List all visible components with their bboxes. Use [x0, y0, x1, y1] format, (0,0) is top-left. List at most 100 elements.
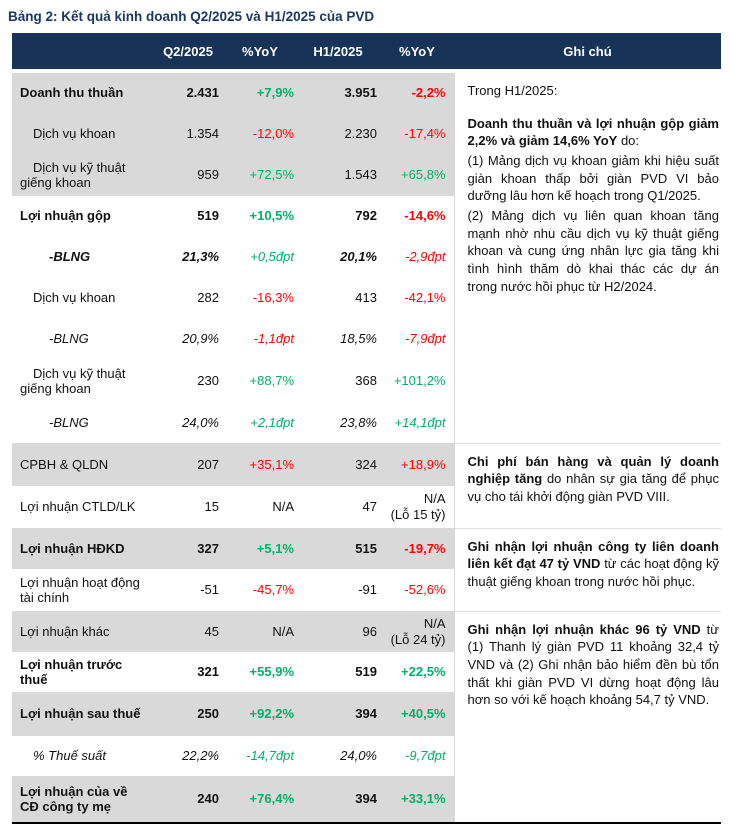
h1-value: 96	[296, 611, 380, 652]
note-cell: Chi phí bán hàng và quản lý doanh nghiệp…	[453, 442, 721, 528]
note-paragraph: Doanh thu thuần và lợi nhuận gộp giảm 2,…	[467, 115, 720, 149]
note-paragraph: (2) Mảng dịch vụ liên quan khoan tăng mạ…	[467, 208, 720, 294]
header-row: Q2/2025 %YoY H1/2025 %YoY Ghi chú	[12, 33, 721, 73]
table-row: Lợi nhuận hoạt động tài chính -51 -45,7% -9…	[12, 569, 721, 611]
table-row: Dịch vụ khoan 1.354 -12,0% 2.230 -17,4%	[12, 113, 721, 154]
row-label: Dịch vụ kỹ thuật giếng khoan	[12, 154, 152, 196]
table-row: Lợi nhuận HĐKD 327 +5,1% 515 -19,7% Ghi nhận …	[12, 527, 721, 611]
q2-yoy: +76,4%	[224, 776, 296, 823]
h1-yoy: +14,1đpt	[394, 415, 446, 431]
h1-yoy: +22,5%	[401, 664, 446, 680]
row-label: Lợi nhuận sau thuế	[12, 692, 152, 736]
h1-value: 515	[296, 528, 380, 569]
column-header: %YoY	[224, 33, 296, 73]
row-label: -BLNG	[49, 249, 91, 265]
q2-yoy: +0,5đpt	[250, 249, 294, 265]
row-label: Lợi nhuận khác	[12, 611, 152, 652]
note-paragraph: Ghi nhận lợi nhuận công ty liên doanh li…	[467, 538, 720, 589]
h1-yoy: -7,9đpt	[405, 330, 446, 346]
table-row: Doanh thu thuần 2.431 +7,9% 3.951 -2,2% Trong…	[12, 71, 721, 443]
row-label: Dịch vụ khoan	[12, 113, 152, 154]
row-label: Dịch vụ khoan	[33, 290, 116, 306]
note-cell: Ghi nhận lợi nhuận khác 96 tỷ VND từ (1)…	[453, 610, 721, 823]
h1-yoy: +40,5%	[380, 692, 454, 736]
column-header: Ghi chú	[454, 33, 721, 73]
h1-yoy: -9,7đpt	[405, 748, 446, 764]
results-table: Q2/2025 %YoY H1/2025 %YoY Ghi chú Doanh thu …	[12, 33, 721, 824]
row-label: -BLNG	[49, 415, 89, 431]
h1-yoy: -19,7%	[380, 528, 454, 569]
q2-yoy: N/A	[224, 611, 296, 652]
h1-value: 3.951	[296, 71, 380, 113]
q2-value: 24,0%	[182, 415, 219, 431]
note-paragraph: Trong H1/2025:	[467, 83, 558, 98]
h1-yoy: -52,6%	[404, 582, 446, 598]
h1-value: 1.543	[296, 154, 380, 196]
row-label: -BLNG	[49, 330, 89, 346]
q2-value: 2.431	[152, 71, 224, 113]
q2-value: 250	[152, 692, 224, 736]
h1-yoy: +33,1%	[380, 776, 454, 823]
table-row: CPBH & QLDN 207 +35,1% 324 +18,9% Chi phí bán…	[12, 442, 721, 528]
column-header: Q2/2025	[152, 33, 224, 73]
q2-yoy: +10,5%	[249, 208, 294, 224]
row-label: % Thuế suất	[33, 748, 106, 764]
q2-value: 207	[152, 443, 224, 486]
h1-yoy: N/A (Lỗ 24 tỷ)	[380, 611, 454, 652]
h1-value: 413	[355, 290, 377, 306]
q2-value: 240	[152, 776, 224, 823]
h1-yoy: -2,2%	[380, 71, 454, 113]
table-row: Lợi nhuận sau thuế 250 +92,2% 394 +40,5%	[12, 692, 721, 736]
row-label: CPBH & QLDN	[12, 443, 152, 486]
table-row: % Thuế suất 22,2% -14,7đpt 24,0% -9,7đpt	[12, 736, 721, 776]
table-row: Dịch vụ kỹ thuật giếng khoan 959 +72,5% 1.5…	[12, 154, 721, 196]
table-row: Lợi nhuận của về CĐ công ty mẹ 240 +76,4% 3…	[12, 776, 721, 823]
table-row: Lợi nhuận CTLD/LK 15 N/A 47 N/A (Lỗ 15 tỷ)	[12, 486, 721, 528]
h1-value: 368	[355, 373, 377, 389]
h1-value: 394	[296, 692, 380, 736]
q2-yoy: -14,7đpt	[246, 748, 294, 764]
q2-yoy: +88,7%	[249, 373, 294, 389]
h1-yoy: -17,4%	[380, 113, 454, 154]
row-label: Lợi nhuận HĐKD	[12, 528, 152, 569]
note-paragraph: Ghi nhận lợi nhuận khác 96 tỷ VND từ (1)…	[467, 621, 720, 708]
q2-value: 327	[152, 528, 224, 569]
q2-yoy: -1,1đpt	[253, 330, 294, 346]
h1-value: 18,5%	[340, 330, 377, 346]
h1-value: 792	[355, 208, 377, 224]
q2-yoy: -45,7%	[252, 582, 294, 598]
table-row: Lợi nhuận khác 45 N/A 96 N/A (Lỗ 24 tỷ) Ghi n…	[12, 610, 721, 823]
q2-value: 15	[204, 499, 219, 515]
row-label: Lợi nhuận hoạt động tài chính	[20, 574, 140, 605]
q2-yoy: +72,5%	[224, 154, 296, 196]
table-row: Dịch vụ kỹ thuật giếng khoan 230 +88,7% 368…	[12, 359, 721, 403]
q2-yoy: N/A	[272, 499, 294, 515]
h1-yoy: -14,6%	[404, 208, 446, 224]
q2-value: 230	[197, 373, 219, 389]
h1-value: -91	[358, 582, 377, 598]
q2-yoy: -16,3%	[252, 290, 294, 306]
q2-value: 959	[152, 154, 224, 196]
h1-yoy: -42,1%	[404, 290, 446, 306]
column-header: H1/2025	[296, 33, 380, 73]
table-row: -BLNG 21,3% +0,5đpt 20,1% -2,9đpt	[12, 236, 721, 278]
q2-yoy: +35,1%	[224, 443, 296, 486]
table-row: -BLNG 20,9% -1,1đpt 18,5% -7,9đpt	[12, 318, 721, 359]
q2-value: 45	[152, 611, 224, 652]
q2-yoy: +2,1đpt	[250, 415, 294, 431]
q2-value: 21,3%	[182, 249, 219, 265]
row-label: Dịch vụ kỹ thuật giếng khoan	[20, 365, 126, 396]
h1-value: 324	[296, 443, 380, 486]
q2-yoy: +55,9%	[249, 664, 294, 680]
column-header	[12, 33, 152, 73]
q2-value: 22,2%	[182, 748, 219, 764]
row-label: Lợi nhuận gộp	[20, 208, 111, 224]
h1-value: 20,1%	[340, 249, 377, 265]
note-paragraph: (1) Mảng dịch vụ khoan giảm khi hiệu suấ…	[467, 153, 720, 204]
q2-value: 1.354	[152, 113, 224, 154]
q2-yoy: +5,1%	[224, 528, 296, 569]
q2-value: 20,9%	[182, 330, 219, 346]
q2-value: 282	[197, 290, 219, 306]
row-label: Lợi nhuận của về CĐ công ty mẹ	[12, 776, 152, 823]
